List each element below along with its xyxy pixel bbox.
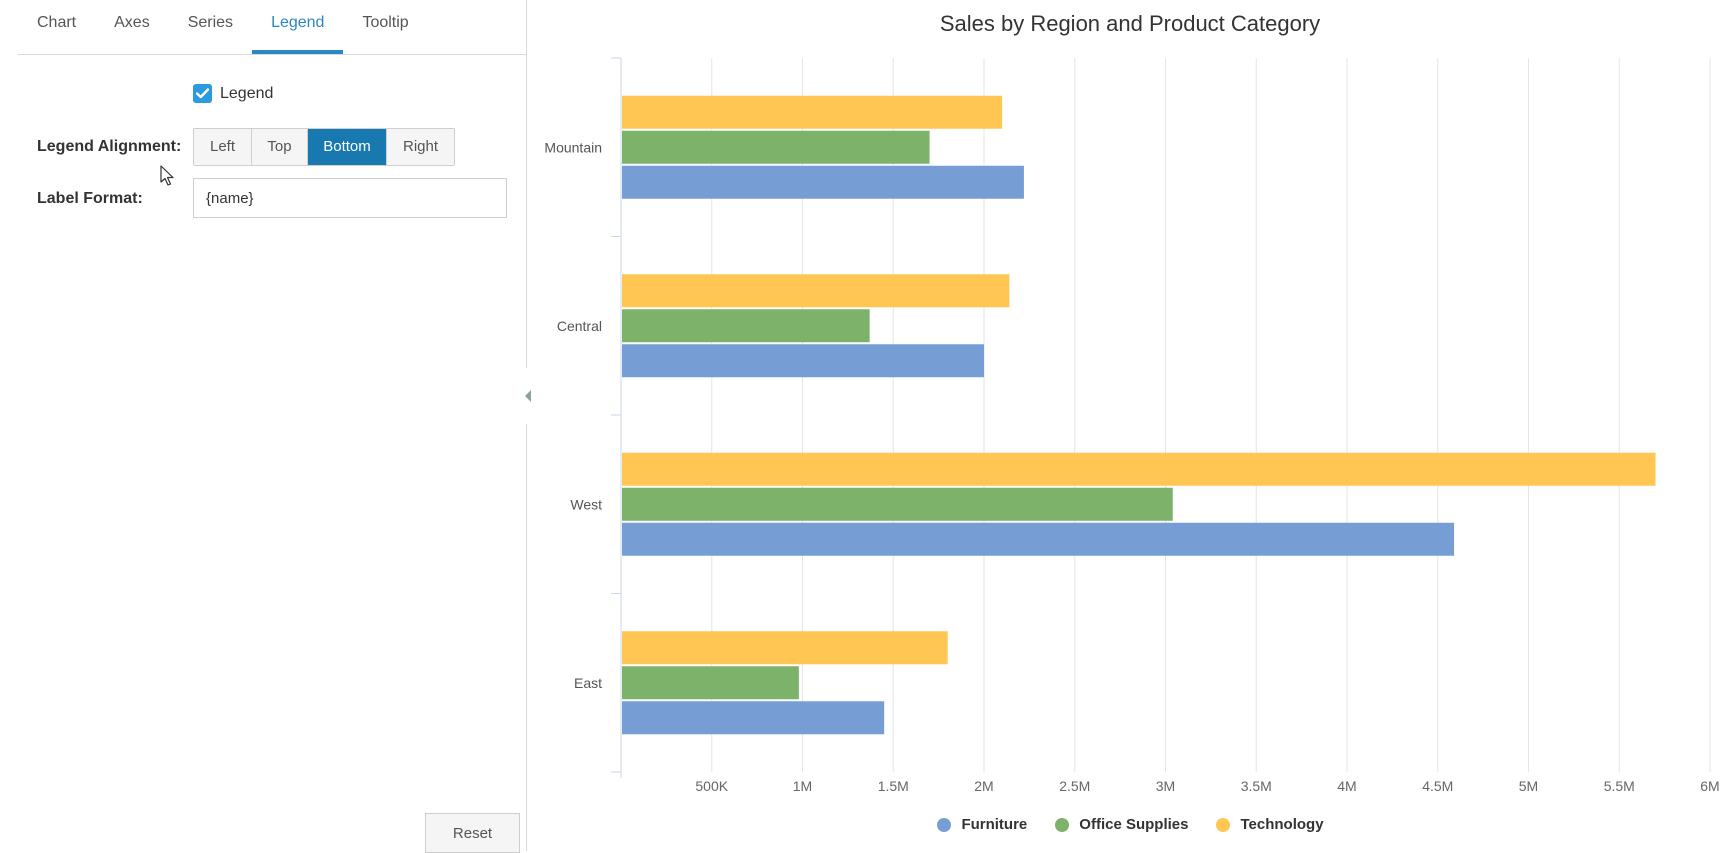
tab-legend[interactable]: Legend <box>252 0 344 54</box>
legend-toggle[interactable]: Legend <box>193 84 273 103</box>
bar-mountain-office-supplies <box>622 130 930 164</box>
x-tick-label: 3M <box>1156 778 1175 794</box>
x-tick-label: 2M <box>974 778 993 794</box>
bar-east-furniture <box>622 701 885 735</box>
x-tick-label: 5.5M <box>1604 778 1635 794</box>
x-tick-label: 1.5M <box>878 778 909 794</box>
x-tick-label: 500K <box>695 778 728 794</box>
legend-dot-icon <box>1055 817 1070 832</box>
bar-chart: Sales by Region and Product Category 500K… <box>544 11 1719 794</box>
chart-title: Sales by Region and Product Category <box>940 11 1320 36</box>
bar-west-furniture <box>622 522 1455 556</box>
tab-series[interactable]: Series <box>187 14 234 31</box>
x-tick-label: 6M <box>1700 778 1719 794</box>
legend-dot-icon <box>937 817 952 832</box>
label-format-label: Label Format: <box>37 190 143 207</box>
label-format-input[interactable] <box>193 178 507 218</box>
legend-checkbox-label: Legend <box>220 84 274 102</box>
bar-central-furniture <box>622 344 984 378</box>
chart-area: Sales by Region and Product Category 500K… <box>528 0 1733 851</box>
reset-button[interactable]: Reset <box>425 813 520 853</box>
bar-central-office-supplies <box>622 309 870 343</box>
legend-checkbox[interactable] <box>193 84 212 103</box>
bar-mountain-furniture <box>622 165 1024 199</box>
category-label: East <box>574 675 602 691</box>
legend-alignment-group: Left Top Bottom Right <box>193 128 455 166</box>
settings-panel: Chart Axes Series Legend Tooltip Legend … <box>0 0 527 853</box>
legend-item-label: Technology <box>1240 816 1324 833</box>
bar-mountain-technology <box>622 95 1003 129</box>
alignment-bottom-button[interactable]: Bottom <box>308 129 387 165</box>
bar-west-office-supplies <box>622 487 1173 521</box>
x-tick-label: 4.5M <box>1422 778 1453 794</box>
legend-item-label: Office Supplies <box>1079 816 1189 833</box>
category-label: Central <box>557 318 602 334</box>
alignment-top-button[interactable]: Top <box>252 129 308 165</box>
chart-legend: Furniture Office Supplies Technology <box>528 816 1733 833</box>
x-tick-label: 3.5M <box>1241 778 1272 794</box>
x-tick-label: 5M <box>1519 778 1538 794</box>
bar-west-technology <box>622 452 1656 486</box>
check-icon <box>196 88 209 99</box>
category-label: Mountain <box>544 139 602 155</box>
category-label: West <box>570 496 602 512</box>
legend-item-office-supplies[interactable]: Office Supplies <box>1055 816 1188 833</box>
settings-tabs: Chart Axes Series Legend Tooltip <box>18 0 526 55</box>
x-tick-label: 2.5M <box>1059 778 1090 794</box>
legend-item-label: Furniture <box>961 816 1028 833</box>
legend-item-furniture[interactable]: Furniture <box>937 816 1027 833</box>
legend-item-technology[interactable]: Technology <box>1216 816 1324 833</box>
tab-chart[interactable]: Chart <box>37 14 77 31</box>
bar-east-technology <box>622 631 948 665</box>
chevron-left-icon <box>525 390 531 402</box>
collapse-panel-handle[interactable] <box>522 368 534 424</box>
mouse-cursor-icon <box>160 165 174 186</box>
bar-east-office-supplies <box>622 666 799 700</box>
x-tick-label: 1M <box>793 778 812 794</box>
x-tick-label: 4M <box>1337 778 1356 794</box>
tab-axes[interactable]: Axes <box>114 14 150 31</box>
tab-tooltip[interactable]: Tooltip <box>362 14 409 31</box>
alignment-right-button[interactable]: Right <box>387 129 454 165</box>
bar-central-technology <box>622 274 1010 308</box>
legend-alignment-label: Legend Alignment: <box>37 138 182 155</box>
alignment-left-button[interactable]: Left <box>194 129 252 165</box>
legend-dot-icon <box>1216 817 1231 832</box>
